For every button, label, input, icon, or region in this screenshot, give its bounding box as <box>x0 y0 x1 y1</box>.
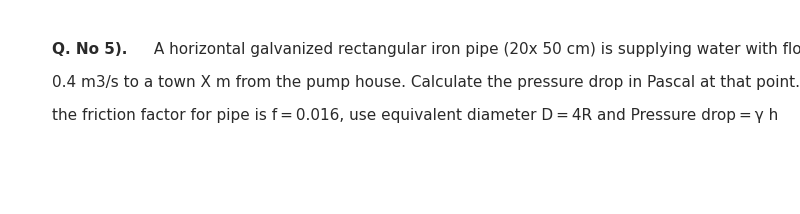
Text: A horizontal galvanized rectangular iron pipe (20x 50 cm) is supplying water wit: A horizontal galvanized rectangular iron… <box>150 42 800 57</box>
Text: 0.4 m3/s to a town X m from the pump house. Calculate the pressure drop in Pasca: 0.4 m3/s to a town X m from the pump hou… <box>52 75 800 90</box>
Text: the friction factor for pipe is f = 0.016, use equivalent diameter D = 4R and Pr: the friction factor for pipe is f = 0.01… <box>52 108 778 123</box>
Text: Q. No 5).: Q. No 5). <box>52 42 127 57</box>
